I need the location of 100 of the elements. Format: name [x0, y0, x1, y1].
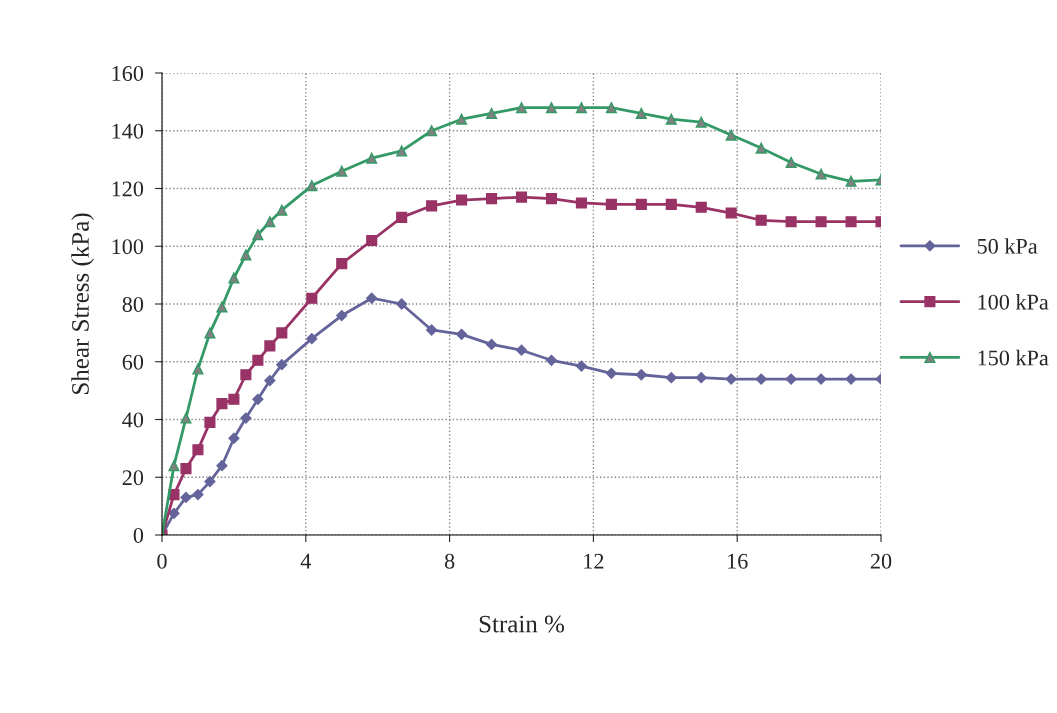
point — [845, 373, 857, 385]
x-axis-title: Strain % — [479, 615, 565, 633]
point — [485, 338, 498, 351]
y-axis-title: Shear Stress (kPa) — [71, 213, 94, 394]
point — [815, 373, 827, 385]
point — [755, 142, 767, 154]
point — [635, 198, 647, 210]
x-tick-label: 16 — [728, 553, 748, 569]
point — [725, 373, 737, 385]
point — [635, 107, 647, 119]
point — [845, 216, 857, 228]
y-tick-label: 80 — [122, 296, 144, 312]
point — [515, 102, 528, 114]
y-tick-label: 40 — [122, 412, 144, 428]
point — [228, 272, 240, 284]
point — [168, 507, 180, 519]
point — [396, 145, 408, 157]
point — [306, 180, 318, 192]
point — [605, 198, 617, 210]
point — [228, 393, 240, 405]
point — [455, 328, 468, 340]
point — [785, 373, 797, 385]
point — [366, 292, 378, 304]
point — [785, 156, 797, 169]
point — [192, 444, 204, 456]
legend-label: 100 kPa — [978, 293, 1049, 310]
x-tick-label: 20 — [870, 553, 892, 569]
point — [240, 412, 252, 424]
point — [456, 194, 468, 206]
point — [192, 488, 204, 501]
y-tick-label: 20 — [122, 470, 144, 486]
point — [545, 193, 558, 205]
point — [575, 102, 587, 114]
point — [252, 229, 264, 241]
point — [755, 214, 767, 226]
point — [815, 168, 827, 180]
x-tick-label: 8 — [444, 553, 455, 569]
y-tick-label: 160 — [112, 65, 144, 81]
point — [426, 324, 438, 336]
x-tick-label: 0 — [157, 553, 167, 569]
point — [396, 211, 408, 223]
point — [336, 165, 348, 177]
point — [168, 460, 180, 472]
point — [204, 416, 216, 428]
point — [306, 333, 318, 345]
point — [515, 191, 528, 203]
point — [515, 344, 528, 356]
point — [336, 258, 348, 270]
point — [845, 175, 857, 187]
y-tick-label: 140 — [112, 123, 144, 139]
point — [725, 207, 737, 219]
point — [204, 327, 216, 339]
point — [216, 301, 228, 313]
point — [192, 363, 204, 375]
point — [485, 107, 498, 119]
point — [396, 298, 408, 310]
legend-label: 150 kPa — [978, 349, 1049, 366]
point — [755, 373, 767, 385]
point — [240, 369, 252, 381]
point — [204, 475, 216, 488]
point — [228, 432, 240, 444]
point — [785, 216, 797, 228]
point — [545, 354, 558, 366]
point — [216, 460, 228, 472]
point — [180, 463, 192, 475]
point — [252, 393, 264, 405]
point — [252, 354, 264, 366]
point — [545, 102, 558, 114]
point — [605, 367, 617, 379]
point — [665, 372, 677, 384]
y-tick-label: 100 — [112, 239, 144, 255]
point — [695, 116, 707, 128]
point — [815, 216, 827, 228]
point — [264, 340, 276, 352]
point — [366, 152, 378, 164]
point — [276, 327, 288, 339]
point — [276, 359, 288, 371]
point — [456, 113, 468, 125]
point — [276, 204, 288, 216]
point — [635, 369, 647, 381]
y-tick-label: 60 — [122, 354, 144, 370]
x-tick-label: 12 — [584, 553, 604, 569]
point — [605, 102, 617, 114]
point — [336, 309, 348, 322]
point — [240, 249, 252, 261]
point — [216, 398, 228, 410]
point — [575, 197, 587, 209]
y-tick-label: 0 — [133, 527, 144, 543]
point — [575, 360, 588, 372]
point — [695, 201, 707, 213]
point — [695, 372, 707, 384]
point — [725, 129, 737, 141]
point — [264, 216, 276, 228]
point — [426, 125, 438, 137]
y-tick-label: 120 — [112, 181, 144, 197]
point — [180, 412, 192, 424]
x-tick-label: 4 — [300, 553, 312, 569]
point — [485, 193, 498, 205]
point — [180, 491, 192, 504]
point — [665, 198, 677, 210]
